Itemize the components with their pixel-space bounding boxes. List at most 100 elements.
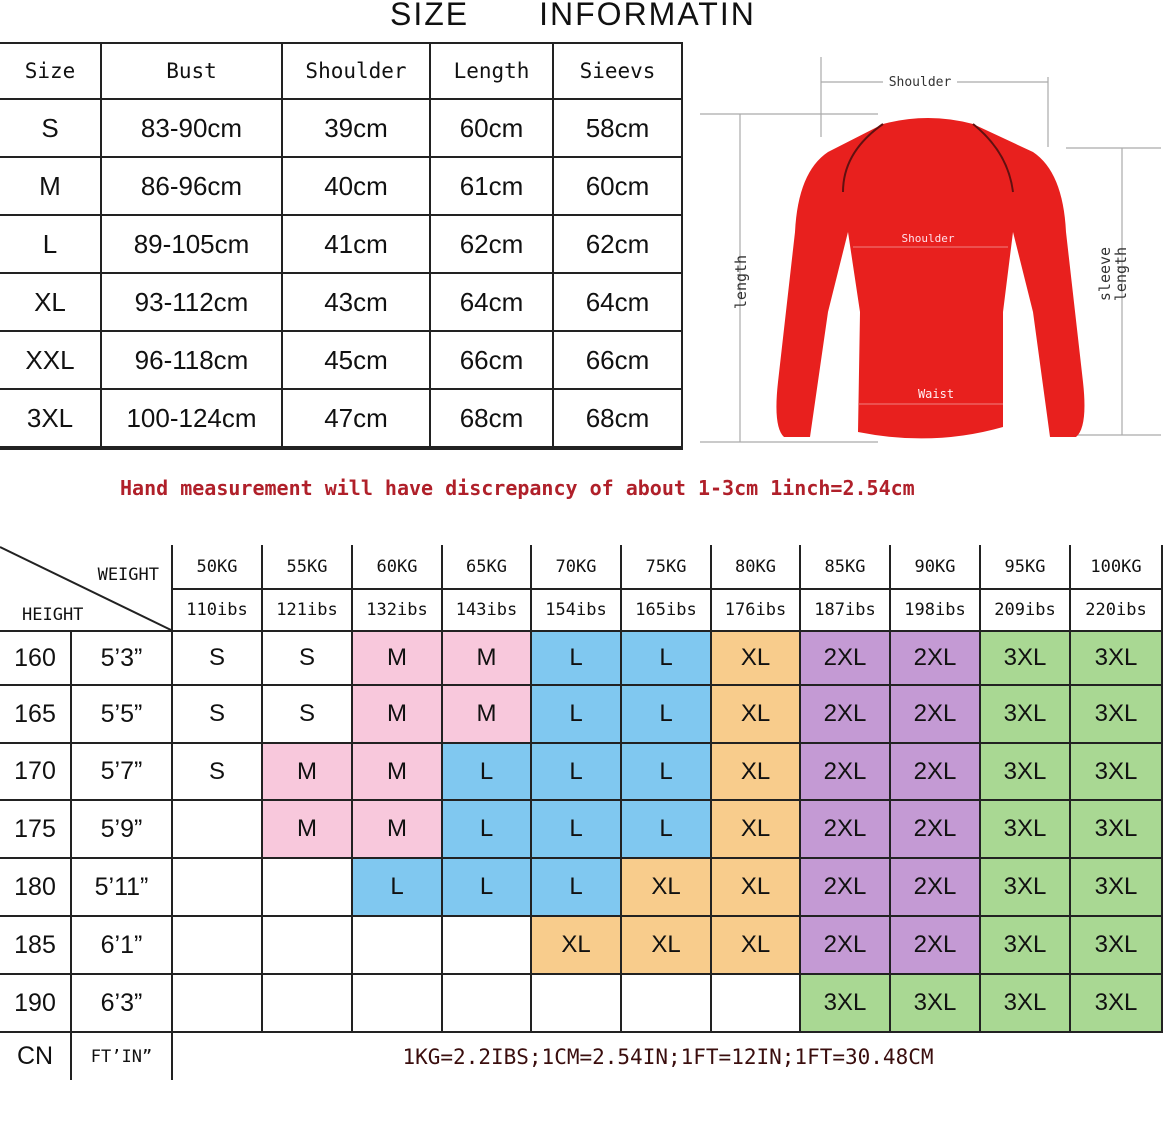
size-cell: XL bbox=[622, 917, 712, 975]
column-header: Sieevs bbox=[554, 44, 681, 100]
measurement-cell: 62cm bbox=[431, 216, 554, 274]
sleeve-label: sleeve bbox=[1096, 247, 1114, 301]
size-cell: L bbox=[622, 801, 712, 859]
size-cell bbox=[263, 917, 353, 975]
column-header: Size bbox=[0, 44, 102, 100]
size-cell: L bbox=[622, 686, 712, 744]
column-header: Length bbox=[431, 44, 554, 100]
measurement-cell: 40cm bbox=[283, 158, 431, 216]
weight-lbs-header: 110ibs bbox=[173, 590, 263, 632]
weight-lbs-header: 209ibs bbox=[981, 590, 1071, 632]
weight-lbs-header: 187ibs bbox=[801, 590, 891, 632]
weight-lbs-header: 121ibs bbox=[263, 590, 353, 632]
column-header: Bust bbox=[102, 44, 283, 100]
size-label: L bbox=[0, 216, 102, 274]
size-cell: M bbox=[443, 686, 532, 744]
size-cell bbox=[532, 975, 622, 1033]
size-cell: 3XL bbox=[891, 975, 981, 1033]
size-cell: M bbox=[263, 801, 353, 859]
size-cell bbox=[622, 975, 712, 1033]
size-cell bbox=[173, 859, 263, 917]
height-ft: 5’5” bbox=[72, 686, 173, 744]
size-cell bbox=[263, 859, 353, 917]
measurement-cell: 60cm bbox=[554, 158, 681, 216]
size-cell: 3XL bbox=[981, 686, 1071, 744]
size-cell: XL bbox=[712, 686, 801, 744]
measurement-cell: 62cm bbox=[554, 216, 681, 274]
height-cm: 165 bbox=[0, 686, 72, 744]
column-header: Shoulder bbox=[283, 44, 431, 100]
measurement-cell: 61cm bbox=[431, 158, 554, 216]
height-axis-label: HEIGHT bbox=[22, 605, 84, 625]
size-cell: XL bbox=[622, 859, 712, 917]
measurement-cell: 66cm bbox=[431, 332, 554, 390]
size-cell bbox=[712, 975, 801, 1033]
measurement-cell: 96-118cm bbox=[102, 332, 283, 390]
size-cell: L bbox=[532, 744, 622, 801]
length-label: length bbox=[732, 255, 750, 309]
measurement-cell: 68cm bbox=[554, 390, 681, 448]
height-cm: 190 bbox=[0, 975, 72, 1033]
size-cell: S bbox=[263, 632, 353, 686]
size-label: XL bbox=[0, 274, 102, 332]
size-cell bbox=[173, 917, 263, 975]
measurement-cell: 66cm bbox=[554, 332, 681, 390]
size-cell: L bbox=[532, 859, 622, 917]
footer-cn: CN bbox=[0, 1033, 72, 1080]
size-cell: L bbox=[353, 859, 443, 917]
weight-kg-header: 75KG bbox=[622, 545, 712, 590]
size-cell: L bbox=[622, 632, 712, 686]
height-weight-size-chart: WEIGHT HEIGHT 50KG 110ibs 55KG 121ibs 60KG 132i… bbox=[0, 545, 1163, 1081]
weight-kg-header: 55KG bbox=[263, 545, 353, 590]
weight-lbs-header: 165ibs bbox=[622, 590, 712, 632]
weight-lbs-header: 220ibs bbox=[1071, 590, 1163, 632]
size-cell bbox=[443, 917, 532, 975]
footer-ftin: FT’IN” bbox=[72, 1033, 173, 1080]
measurement-cell: 45cm bbox=[283, 332, 431, 390]
measurement-cell: 83-90cm bbox=[102, 100, 283, 158]
measurement-cell: 89-105cm bbox=[102, 216, 283, 274]
size-cell: 2XL bbox=[801, 917, 891, 975]
size-label: 3XL bbox=[0, 390, 102, 448]
measurement-cell: 43cm bbox=[283, 274, 431, 332]
size-cell: S bbox=[173, 686, 263, 744]
height-cm: 185 bbox=[0, 917, 72, 975]
size-cell: L bbox=[443, 859, 532, 917]
size-cell: 2XL bbox=[891, 859, 981, 917]
size-cell: XL bbox=[712, 801, 801, 859]
height-cm: 170 bbox=[0, 744, 72, 801]
size-cell: L bbox=[443, 801, 532, 859]
measurement-cell: 86-96cm bbox=[102, 158, 283, 216]
measurement-cell: 93-112cm bbox=[102, 274, 283, 332]
size-cell: M bbox=[353, 686, 443, 744]
size-cell: 3XL bbox=[1071, 632, 1163, 686]
size-cell bbox=[173, 975, 263, 1033]
measurement-cell: 39cm bbox=[283, 100, 431, 158]
size-cell: M bbox=[353, 632, 443, 686]
size-cell bbox=[263, 975, 353, 1033]
size-cell: 3XL bbox=[1071, 975, 1163, 1033]
height-cm: 180 bbox=[0, 859, 72, 917]
size-cell: 3XL bbox=[981, 917, 1071, 975]
size-cell: L bbox=[532, 632, 622, 686]
size-cell: 3XL bbox=[1071, 686, 1163, 744]
size-cell: M bbox=[353, 744, 443, 801]
size-cell: 2XL bbox=[801, 744, 891, 801]
size-cell: 2XL bbox=[801, 859, 891, 917]
weight-kg-header: 90KG bbox=[891, 545, 981, 590]
weight-kg-header: 70KG bbox=[532, 545, 622, 590]
weight-axis-label: WEIGHT bbox=[97, 565, 159, 585]
size-cell: S bbox=[173, 744, 263, 801]
page-title: SIZE INFORMATIN bbox=[390, 0, 826, 32]
size-cell: 2XL bbox=[891, 686, 981, 744]
height-ft: 6’1” bbox=[72, 917, 173, 975]
size-cell: XL bbox=[712, 744, 801, 801]
weight-kg-header: 65KG bbox=[443, 545, 532, 590]
shoulder-label: Shoulder bbox=[889, 75, 952, 90]
measurement-cell: 47cm bbox=[283, 390, 431, 448]
size-cell: M bbox=[443, 632, 532, 686]
size-cell: 3XL bbox=[1071, 744, 1163, 801]
height-cm: 175 bbox=[0, 801, 72, 859]
size-cell: 3XL bbox=[1071, 859, 1163, 917]
size-cell bbox=[353, 975, 443, 1033]
